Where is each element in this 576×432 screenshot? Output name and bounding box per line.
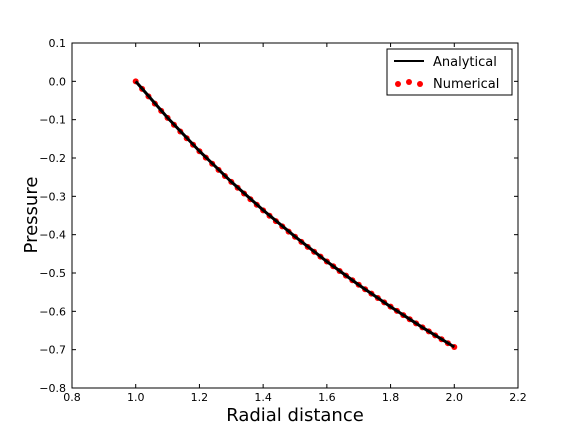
x-tick-label: 1.8 — [382, 391, 400, 404]
plot-area — [132, 78, 458, 351]
legend-numerical-dot-3 — [417, 81, 423, 87]
y-tick-label: 0.1 — [49, 37, 67, 50]
legend: Analytical Numerical — [386, 48, 513, 96]
y-tick-label: −0.2 — [39, 152, 66, 165]
x-tick-label: 1.2 — [191, 391, 209, 404]
y-tick-label: −0.1 — [39, 114, 66, 127]
x-tick-label: 1.6 — [318, 391, 336, 404]
axes-frame — [71, 42, 519, 389]
y-tick-label: −0.7 — [39, 344, 66, 357]
legend-numerical-dot-2 — [406, 79, 412, 85]
y-tick-label: −0.4 — [39, 229, 66, 242]
x-tick-label: 2.0 — [446, 391, 464, 404]
y-tick-label: −0.6 — [39, 305, 66, 318]
y-axis-title: Pressure — [21, 177, 42, 254]
analytical-line-overlay — [134, 80, 456, 349]
y-tick-label: −0.5 — [39, 267, 66, 280]
y-tick-label: −0.8 — [39, 382, 66, 395]
legend-numerical-dot-1 — [395, 81, 401, 87]
x-tick-label: 1.0 — [127, 391, 145, 404]
x-tick-label: 1.4 — [254, 391, 272, 404]
y-tick-label: −0.3 — [39, 190, 66, 203]
legend-box — [386, 48, 513, 96]
legend-analytical-label: Analytical — [433, 55, 497, 70]
legend-numerical-label: Numerical — [433, 77, 499, 92]
y-tick-label: 0.0 — [49, 75, 67, 88]
ticks-layer: 0.8 1.0 1.2 1.4 1.6 1.8 2.0 2.2 0.1 0.0 −0.1 −0.2 −0… — [39, 37, 526, 404]
x-axis-title: Radial distance — [226, 405, 364, 426]
x-tick-label: 2.2 — [509, 391, 527, 404]
x-tick-label: 0.8 — [63, 391, 81, 404]
